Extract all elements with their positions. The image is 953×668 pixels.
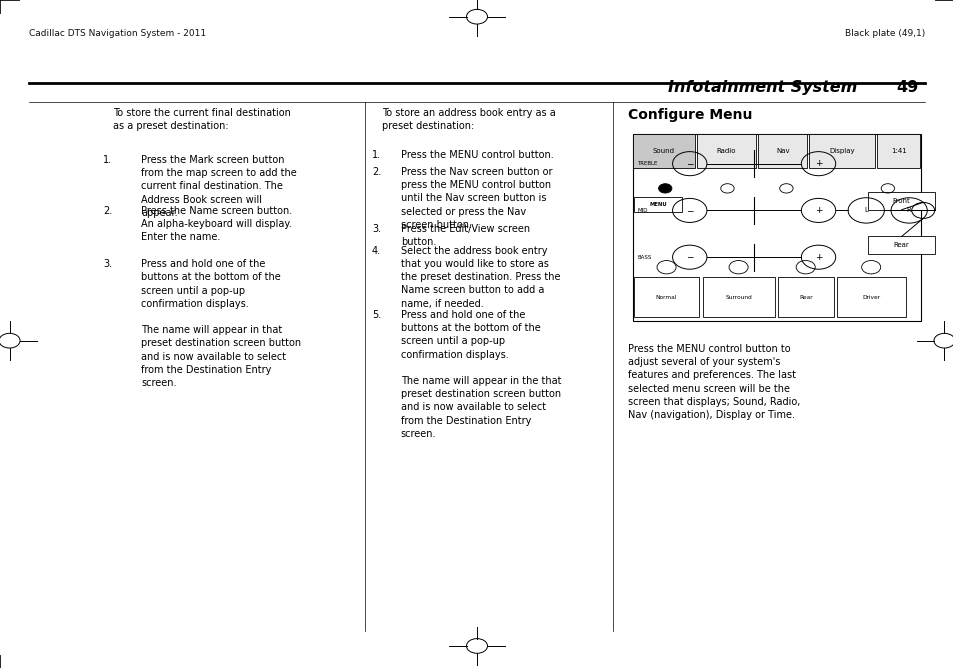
Text: 4.: 4.	[372, 246, 381, 256]
Text: MENU: MENU	[649, 202, 666, 207]
Text: Rear: Rear	[893, 242, 908, 248]
Text: Press and hold one of the
buttons at the bottom of the
screen until a pop-up
con: Press and hold one of the buttons at the…	[141, 259, 301, 388]
Text: 2.: 2.	[103, 206, 112, 216]
Text: L: L	[863, 208, 867, 213]
Text: 1.: 1.	[103, 155, 112, 165]
Text: +: +	[814, 253, 821, 262]
Text: −: −	[685, 253, 693, 262]
Text: Nav: Nav	[775, 148, 789, 154]
Bar	[701, 277, 774, 317]
Text: Surround: Surround	[724, 295, 751, 300]
Text: Radio: Radio	[716, 148, 735, 154]
Text: To store the current final destination
as a preset destination:: To store the current final destination a…	[112, 108, 290, 132]
Bar	[867, 192, 934, 210]
Bar	[777, 277, 833, 317]
Text: Front: Front	[892, 198, 909, 204]
Text: −: −	[685, 206, 693, 215]
Bar	[877, 134, 919, 168]
Bar	[634, 197, 681, 212]
Text: TREBLE: TREBLE	[637, 161, 657, 166]
Bar	[632, 134, 920, 321]
Text: +: +	[814, 159, 821, 168]
Text: Press the MENU control button to
adjust several of your system's
features and pr: Press the MENU control button to adjust …	[627, 344, 800, 420]
Text: Press the Nav screen button or
press the MENU control button
until the Nav scree: Press the Nav screen button or press the…	[400, 167, 552, 230]
Text: Infotainment System: Infotainment System	[667, 80, 856, 95]
Text: Press the Edit/View screen
button.: Press the Edit/View screen button.	[400, 224, 529, 247]
Text: Press the Name screen button.
An alpha-keyboard will display.
Enter the name.: Press the Name screen button. An alpha-k…	[141, 206, 293, 242]
Text: Press the Mark screen button
from the map screen to add the
current final destin: Press the Mark screen button from the ma…	[141, 155, 296, 218]
Circle shape	[658, 184, 671, 193]
Text: Press and hold one of the
buttons at the bottom of the
screen until a pop-up
con: Press and hold one of the buttons at the…	[400, 310, 560, 439]
Bar	[758, 134, 806, 168]
Text: Rear: Rear	[798, 295, 812, 300]
Bar	[632, 134, 694, 168]
Text: Configure Menu: Configure Menu	[627, 108, 751, 122]
Text: Select the address book entry
that you would like to store as
the preset destina: Select the address book entry that you w…	[400, 246, 559, 309]
Text: 1.: 1.	[372, 150, 381, 160]
Text: 1:41: 1:41	[890, 148, 905, 154]
Text: Driver: Driver	[862, 295, 880, 300]
Bar	[867, 236, 934, 254]
Text: 3.: 3.	[372, 224, 381, 234]
Text: BASS: BASS	[637, 255, 651, 260]
Bar	[836, 277, 904, 317]
Bar	[696, 134, 755, 168]
Text: MID: MID	[637, 208, 647, 213]
Text: 5.: 5.	[372, 310, 381, 320]
Text: Normal: Normal	[655, 295, 677, 300]
Bar	[633, 277, 699, 317]
Text: +: +	[814, 206, 821, 215]
Text: Cadillac DTS Navigation System - 2011: Cadillac DTS Navigation System - 2011	[29, 29, 206, 37]
Text: −: −	[685, 159, 693, 168]
Text: Sound: Sound	[652, 148, 674, 154]
Text: Display: Display	[828, 148, 854, 154]
Text: 3.: 3.	[103, 259, 112, 269]
Text: R: R	[906, 208, 910, 213]
Text: Black plate (49,1): Black plate (49,1)	[844, 29, 924, 37]
Text: 49: 49	[896, 80, 918, 95]
Text: 2.: 2.	[372, 167, 381, 177]
Text: Press the MENU control button.: Press the MENU control button.	[400, 150, 553, 160]
Bar	[808, 134, 874, 168]
Text: To store an address book entry as a
preset destination:: To store an address book entry as a pres…	[381, 108, 555, 132]
